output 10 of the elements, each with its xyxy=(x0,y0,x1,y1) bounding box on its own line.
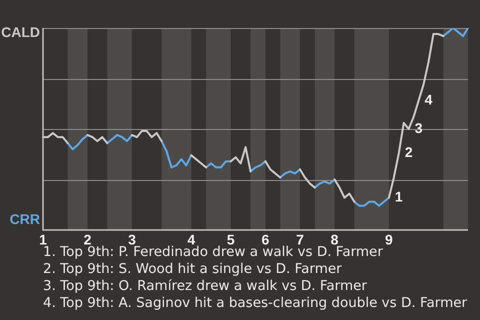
text: CRR xyxy=(10,210,40,227)
text: 4. Top 9th: A. Saginov hit a bases-clearing double vs D. Farmer xyxy=(43,295,468,312)
text: CALD xyxy=(1,24,40,40)
x-tick-label: 9 xyxy=(385,231,394,248)
annotation: 2 xyxy=(404,144,413,160)
text: 3. Top 9th: O. Ramírez drew a walk vs D. Farmer xyxy=(43,278,368,295)
text: 2. Top 9th: S. Wood hit a single vs D. Farmer xyxy=(43,261,343,278)
annotation: 4 xyxy=(424,92,433,108)
annotation: 3 xyxy=(414,120,423,136)
annotation: 1 xyxy=(394,188,403,205)
